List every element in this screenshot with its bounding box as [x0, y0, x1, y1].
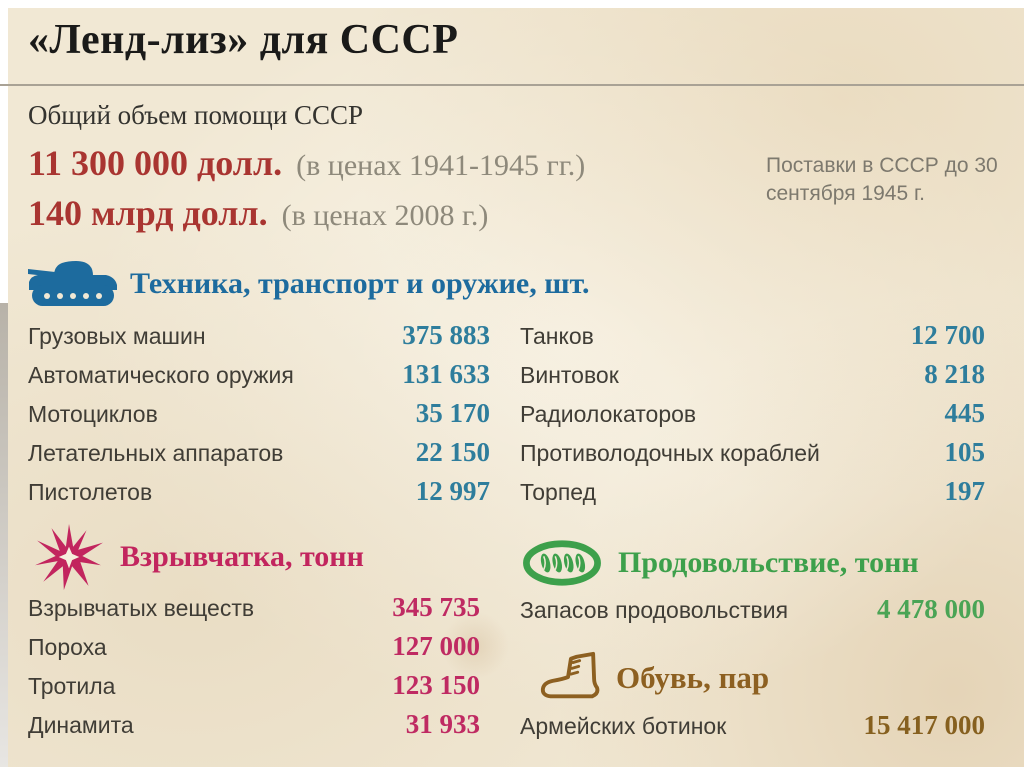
table-row: Армейских ботинок 15 417 000: [520, 710, 985, 749]
equipment-table-left: Грузовых машин 375 883 Автоматического о…: [28, 320, 490, 515]
food-section-header: Продовольствие, тонн: [520, 538, 919, 588]
explosives-table: Взрывчатых веществ 345 735 Пороха 127 00…: [28, 592, 480, 748]
table-row: Винтовок 8 218: [520, 359, 985, 398]
row-value: 345 735: [392, 592, 480, 622]
table-row: Летательных аппаратов 22 150: [28, 437, 490, 476]
left-edge-shade: [0, 303, 8, 767]
row-label: Винтовок: [520, 362, 619, 388]
row-label: Танков: [520, 323, 594, 349]
row-label: Автоматического оружия: [28, 362, 294, 388]
equipment-section-title: Техника, транспорт и оружие, шт.: [130, 267, 590, 300]
equipment-table-right: Танков 12 700 Винтовок 8 218 Радиолокато…: [520, 320, 985, 515]
row-value: 131 633: [402, 359, 490, 389]
row-value: 105: [944, 437, 986, 467]
row-value: 375 883: [402, 320, 490, 350]
row-value: 445: [944, 398, 986, 428]
explosion-icon: [35, 524, 103, 590]
table-row: Пороха 127 000: [28, 631, 480, 670]
slide-background: «Ленд-лиз» для СССР Общий объем помощи С…: [0, 8, 1024, 767]
row-value: 197: [944, 476, 986, 506]
row-label: Армейских ботинок: [520, 713, 727, 739]
explosives-section-header: Взрывчатка, тонн: [30, 522, 364, 592]
table-row: Торпед 197: [520, 476, 985, 515]
footwear-section-title: Обувь, пар: [616, 660, 770, 695]
row-label: Тротила: [28, 673, 116, 699]
table-row: Радиолокаторов 445: [520, 398, 985, 437]
row-label: Летательных аппаратов: [28, 440, 284, 466]
table-row: Пистолетов 12 997: [28, 476, 490, 515]
tank-icon: [28, 261, 117, 306]
row-value: 35 170: [415, 398, 490, 428]
amount-note-1941: (в ценах 1941-1945 гг.): [296, 149, 586, 182]
table-row: Противолодочных кораблей 105: [520, 437, 985, 476]
summary-heading: Общий объем помощи СССР: [28, 100, 364, 130]
row-label: Грузовых машин: [28, 323, 206, 349]
row-label: Радиолокаторов: [520, 401, 697, 427]
table-row: Автоматического оружия 131 633: [28, 359, 490, 398]
boot-icon: [540, 651, 600, 699]
row-value: 12 997: [415, 476, 490, 506]
row-value: 127 000: [392, 631, 480, 661]
food-section-title: Продовольствие, тонн: [618, 546, 919, 579]
row-label: Динамита: [28, 712, 134, 738]
table-row: Грузовых машин 375 883: [28, 320, 490, 359]
footwear-section-header: Обувь, пар: [538, 650, 769, 706]
table-row: Динамита 31 933: [28, 709, 480, 748]
amount-line-2008: 140 млрд долл. (в ценах 2008 г.): [28, 192, 585, 242]
amount-value-1941: 11 300 000 долл.: [28, 143, 283, 183]
food-table: Запасов продовольствия 4 478 000: [520, 594, 985, 633]
row-label: Запасов продовольствия: [520, 597, 789, 623]
row-value: 15 417 000: [863, 710, 986, 740]
footwear-table: Армейских ботинок 15 417 000: [520, 710, 985, 749]
row-label: Взрывчатых веществ: [28, 595, 255, 621]
amount-line-1941: 11 300 000 долл. (в ценах 1941-1945 гг.): [28, 142, 585, 192]
table-row: Танков 12 700: [520, 320, 985, 359]
amount-value-2008: 140 млрд долл.: [28, 193, 268, 233]
explosives-section-title: Взрывчатка, тонн: [120, 540, 364, 573]
row-value: 123 150: [392, 670, 480, 700]
tank-wheel-dots: [44, 293, 102, 299]
row-value: 31 933: [405, 709, 480, 739]
row-value: 12 700: [910, 320, 985, 350]
table-row: Тротила 123 150: [28, 670, 480, 709]
row-label: Пистолетов: [28, 479, 153, 505]
canned-food-icon: [523, 540, 601, 586]
row-label: Противолодочных кораблей: [520, 440, 820, 466]
equipment-section-header: Техника, транспорт и оружие, шт.: [26, 258, 590, 310]
row-label: Пороха: [28, 634, 107, 660]
row-label: Торпед: [520, 479, 596, 505]
table-row: Запасов продовольствия 4 478 000: [520, 594, 985, 633]
amount-note-2008: (в ценах 2008 г.): [281, 199, 489, 232]
summary-amounts: 11 300 000 долл. (в ценах 1941-1945 гг.)…: [28, 142, 585, 242]
row-value: 8 218: [924, 359, 985, 389]
row-value: 4 478 000: [877, 594, 985, 624]
delivery-note: Поставки в СССР до 30 сентября 1945 г.: [766, 154, 998, 206]
row-label: Мотоциклов: [28, 401, 158, 427]
table-row: Мотоциклов 35 170: [28, 398, 490, 437]
title-divider: [0, 84, 1024, 86]
page-title: «Ленд-лиз» для СССР: [28, 17, 459, 63]
table-row: Взрывчатых веществ 345 735: [28, 592, 480, 631]
row-value: 22 150: [415, 437, 490, 467]
